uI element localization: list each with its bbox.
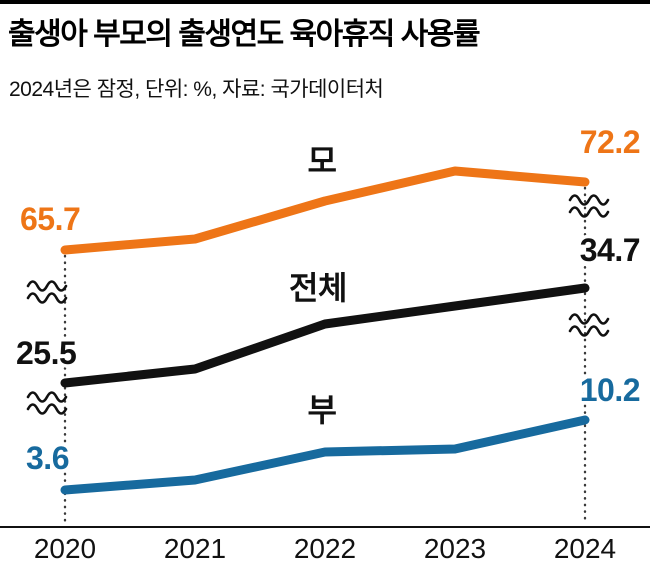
x-tick-label-2024: 2024	[554, 533, 616, 564]
x-tick-label-2020: 2020	[34, 533, 96, 564]
series-label-total: 전체	[289, 270, 347, 306]
axis-break-icon	[26, 391, 68, 415]
series-line-total	[60, 283, 590, 388]
value-label-father-2024: 10.2	[580, 372, 640, 408]
axis-break-icon	[568, 194, 610, 218]
chart-title: 출생아 부모의 출생연도 육아휴직 사용률	[8, 18, 481, 51]
x-tick-label-2021: 2021	[164, 533, 226, 564]
value-label-total-2020: 25.5	[16, 335, 76, 371]
axis-break-icon	[568, 313, 610, 337]
value-label-total-2024: 34.7	[580, 232, 640, 268]
series-line-mother	[60, 166, 590, 255]
value-label-father-2020: 3.6	[26, 440, 69, 476]
series-label-mother: 모	[308, 143, 337, 179]
x-tick-label-2023: 2023	[424, 533, 486, 564]
series-line-father	[60, 415, 590, 495]
axis-break-icon	[26, 280, 68, 304]
series-label-father: 부	[308, 392, 337, 428]
value-label-mother-2024: 72.2	[580, 124, 640, 160]
chart-subtitle: 2024년은 잠정, 단위: %, 자료: 국가데이터처	[9, 78, 384, 101]
x-tick-label-2022: 2022	[294, 533, 356, 564]
value-label-mother-2020: 65.7	[20, 201, 80, 237]
